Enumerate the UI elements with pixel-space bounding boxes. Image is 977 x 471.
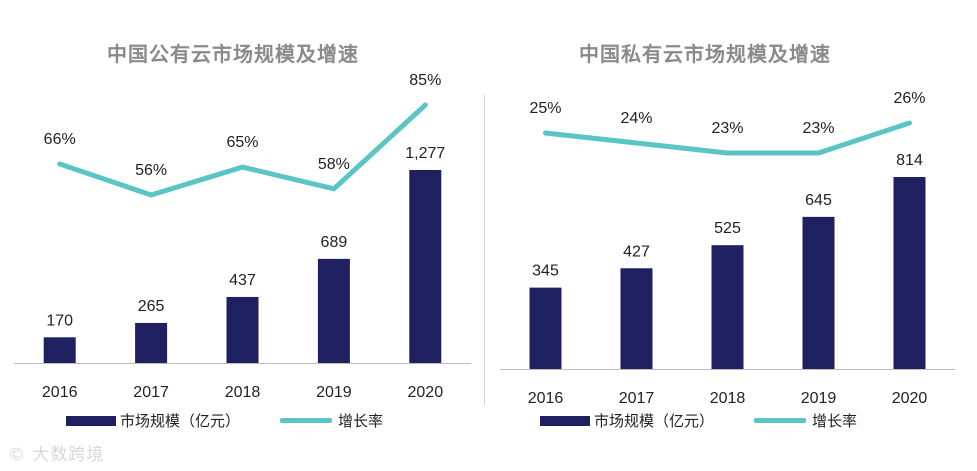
bar-value-label: 645 — [805, 192, 832, 209]
panel-divider — [484, 95, 485, 405]
bar-2019 — [317, 258, 350, 363]
x-tick-label: 2020 — [892, 390, 928, 407]
bar-2020 — [409, 170, 442, 363]
watermark-logo: © 大数跨境 — [8, 445, 105, 465]
growth-rate-label: 26% — [893, 90, 925, 107]
growth-rate-label: 24% — [620, 110, 652, 127]
growth-rate-line — [543, 120, 912, 156]
growth-rate-label: 85% — [409, 72, 441, 89]
bar-value-label: 170 — [46, 312, 73, 329]
x-tick-label: 2016 — [42, 384, 78, 401]
private-cloud-legend: 市场规模（亿元） 增长率 — [540, 410, 857, 431]
public-cloud-legend: 市场规模（亿元） 增长率 — [66, 410, 383, 431]
private-cloud-chart: 345 2016 427 2017 525 2018 645 2019 814 2020 25% 24… — [500, 90, 955, 407]
bar-value-label: 814 — [896, 152, 923, 169]
bar-value-label: 1,277 — [405, 145, 445, 162]
x-tick-label: 2020 — [408, 384, 444, 401]
bar-2017 — [135, 322, 168, 363]
growth-rate-label: 25% — [529, 100, 561, 117]
bar-value-label: 525 — [714, 220, 741, 237]
legend-line-label: 增长率 — [812, 412, 858, 430]
growth-rate-line — [57, 102, 428, 198]
legend-bar-swatch — [66, 415, 116, 426]
public-cloud-chart-title: 中国公有云市场规模及增速 — [107, 42, 359, 66]
private-cloud-chart-panel: 中国私有云市场规模及增速 345 2016 427 2017 525 2018 645 201… — [488, 0, 977, 471]
growth-rate-label: 23% — [711, 120, 743, 137]
public-cloud-chart-panel: 中国公有云市场规模及增速 170 2016 265 2017 437 2018 689 201… — [0, 0, 488, 471]
bar-value-label: 427 — [623, 243, 650, 260]
growth-rate-label: 65% — [226, 134, 258, 151]
legend-bar-label: 市场规模（亿元） — [594, 412, 715, 430]
public-cloud-chart: 170 2016 265 2017 437 2018 689 2019 1,277 2020 66%… — [14, 72, 471, 401]
bar-2016 — [43, 337, 76, 363]
legend-bar-label: 市场规模（亿元） — [120, 412, 241, 430]
x-tick-label: 2019 — [801, 390, 837, 407]
bar-2017 — [620, 268, 653, 369]
bar-2020 — [893, 177, 926, 369]
x-tick-label: 2018 — [710, 390, 746, 407]
legend-bar-swatch — [540, 415, 590, 426]
x-tick-label: 2018 — [225, 384, 261, 401]
bar-2019 — [802, 216, 835, 369]
x-tick-label: 2017 — [619, 390, 655, 407]
private-cloud-chart-title: 中国私有云市场规模及增速 — [579, 42, 831, 66]
growth-rate-label: 58% — [318, 156, 350, 173]
legend-line-swatch — [754, 418, 807, 423]
growth-rate-label: 23% — [802, 120, 834, 137]
growth-rate-label: 56% — [135, 162, 167, 179]
bar-value-label: 689 — [321, 234, 348, 251]
x-tick-label: 2019 — [316, 384, 352, 401]
bar-2018 — [226, 296, 259, 363]
x-tick-label: 2016 — [528, 390, 564, 407]
bar-2016 — [529, 287, 562, 369]
x-tick-label: 2017 — [133, 384, 169, 401]
legend-line-label: 增长率 — [338, 412, 384, 430]
growth-rate-label: 66% — [44, 131, 76, 148]
bar-2018 — [711, 245, 744, 369]
bar-value-label: 265 — [138, 298, 165, 315]
bar-value-label: 437 — [229, 272, 256, 289]
bar-value-label: 345 — [532, 263, 559, 280]
legend-line-swatch — [280, 418, 333, 423]
